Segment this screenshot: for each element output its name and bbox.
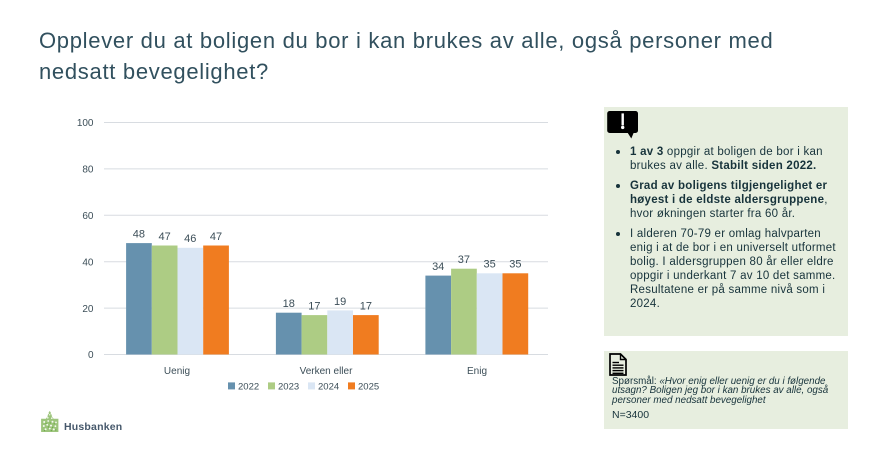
svg-text:37: 37 <box>458 254 470 266</box>
svg-text:19: 19 <box>334 296 346 308</box>
svg-text:40: 40 <box>82 257 94 268</box>
svg-text:35: 35 <box>509 259 521 271</box>
svg-text:20: 20 <box>82 304 94 315</box>
svg-text:34: 34 <box>432 261 444 273</box>
svg-text:2023: 2023 <box>278 381 299 392</box>
svg-text:60: 60 <box>82 211 94 222</box>
svg-text:47: 47 <box>158 231 170 243</box>
svg-text:17: 17 <box>360 301 372 313</box>
svg-text:Enig: Enig <box>467 366 487 377</box>
svg-text:2024: 2024 <box>318 381 339 392</box>
svg-text:0: 0 <box>88 350 94 361</box>
svg-text:80: 80 <box>82 165 94 176</box>
svg-text:47: 47 <box>210 231 222 243</box>
svg-text:17: 17 <box>308 301 320 313</box>
svg-text:2022: 2022 <box>238 381 259 392</box>
svg-text:Uenig: Uenig <box>164 366 190 377</box>
svg-text:2025: 2025 <box>358 381 379 392</box>
svg-text:Verken eller: Verken eller <box>300 366 353 377</box>
svg-text:48: 48 <box>133 229 145 241</box>
svg-text:18: 18 <box>283 298 295 310</box>
svg-text:35: 35 <box>483 259 495 271</box>
svg-text:46: 46 <box>184 233 196 245</box>
svg-text:100: 100 <box>77 118 94 129</box>
